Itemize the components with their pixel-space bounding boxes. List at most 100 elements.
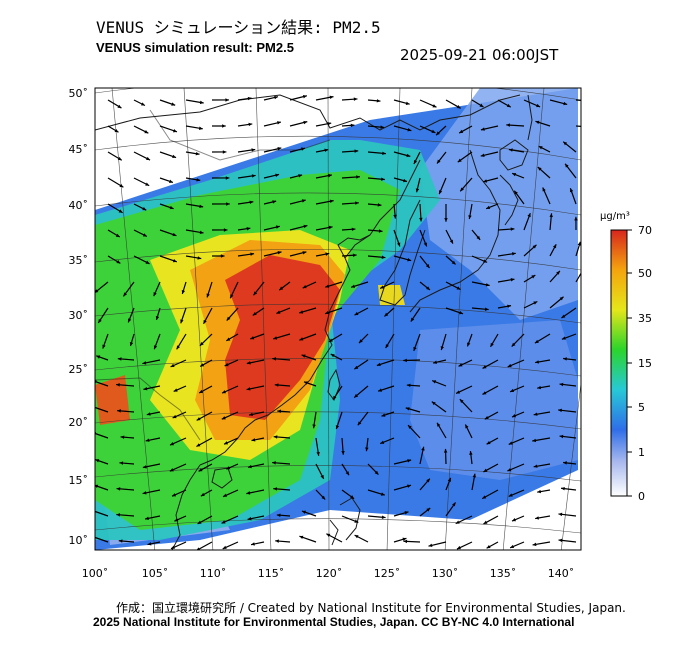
wind-arrowhead — [431, 401, 436, 406]
wind-arrowhead — [119, 183, 124, 188]
latitude-axis: 50˚ 45˚ 40˚ 35˚ 30˚ 25˚ 20˚ 15˚ 10˚ — [69, 87, 89, 547]
wind-arrowhead — [407, 459, 412, 463]
wind-arrowhead — [328, 225, 333, 230]
wind-arrowhead — [405, 407, 410, 411]
wind-arrowhead — [447, 477, 451, 482]
wind-arrowhead — [199, 204, 204, 209]
wind-arrowhead — [426, 508, 431, 512]
wind-arrowhead — [277, 251, 282, 255]
wind-arrowhead — [432, 104, 437, 108]
wind-arrowhead — [437, 422, 441, 427]
wind-arrowhead — [203, 319, 207, 324]
lon-tick-label: 110˚ — [200, 567, 227, 580]
wind-arrowhead — [527, 213, 531, 218]
wind-arrowhead — [421, 446, 425, 451]
wind-vectors — [95, 94, 581, 550]
wind-arrowhead — [506, 103, 511, 108]
forecast-timestamp: 2025-09-21 06:00JST — [400, 46, 559, 64]
wind-arrowhead — [354, 365, 359, 370]
wind-arrowhead — [459, 129, 464, 134]
wind-arrowhead — [402, 537, 407, 541]
wind-arrowhead — [451, 260, 456, 265]
colorbar-label: 0 — [638, 490, 645, 503]
wind-arrowhead — [380, 125, 385, 129]
wind-arrowhead — [123, 292, 127, 297]
wind-arrowhead — [302, 284, 307, 289]
wind-arrowhead — [532, 244, 537, 249]
wind-arrowhead — [325, 310, 330, 315]
wind-arrowhead — [172, 232, 177, 237]
wind-arrowhead — [359, 339, 363, 344]
wind-arrowhead — [222, 124, 226, 128]
wind-arrowhead — [301, 354, 306, 358]
wind-arrowhead — [376, 362, 381, 367]
colorbar-label: 1 — [638, 446, 645, 459]
wind-arrowhead — [253, 291, 258, 296]
wind-arrowhead — [198, 468, 203, 472]
wind-arrowhead — [222, 390, 227, 394]
wind-arrowhead — [426, 478, 430, 483]
wind-arrowhead — [146, 412, 151, 416]
wind-arrowhead — [350, 123, 355, 128]
wind-arrowhead — [250, 252, 255, 256]
wind-arrowhead — [403, 539, 408, 544]
wind-arrowhead — [226, 202, 230, 206]
wind-arrowhead — [508, 493, 513, 497]
wind-arrowhead — [507, 467, 512, 472]
wind-arrowhead — [279, 286, 284, 291]
wind-arrowhead — [490, 342, 494, 347]
wind-arrowhead — [142, 206, 147, 211]
wind-arrowhead — [382, 151, 386, 156]
wind-arrowhead — [145, 182, 150, 186]
wind-arrowhead — [251, 174, 256, 178]
wind-arrowhead — [561, 314, 566, 319]
wind-arrowhead — [510, 388, 515, 393]
wind-arrowhead — [537, 167, 542, 171]
wind-arrowhead — [559, 434, 564, 439]
colorbar-labels: 70 50 35 15 5 1 0 — [638, 224, 652, 503]
wind-arrowhead — [558, 512, 563, 517]
wind-arrowhead — [206, 293, 210, 298]
pm-spot-korea — [378, 285, 405, 305]
wind-arrowhead — [455, 520, 460, 524]
wind-arrowhead — [171, 102, 176, 106]
wind-arrowhead — [328, 338, 333, 342]
wind-arrowhead — [223, 493, 228, 497]
wind-arrowhead — [549, 213, 553, 218]
wind-arrowhead — [117, 409, 121, 413]
wind-arrowhead — [378, 388, 383, 392]
copyright-line: 2025 National Institute for Environmenta… — [93, 615, 575, 629]
lat-tick-label: 40˚ — [69, 199, 89, 212]
wind-arrowhead — [230, 294, 234, 299]
wind-arrowhead — [354, 393, 359, 398]
wind-arrowhead — [563, 357, 567, 361]
wind-arrowhead — [172, 414, 177, 419]
wind-arrowhead — [413, 346, 417, 351]
wind-arrowhead — [563, 461, 567, 465]
wind-arrowhead — [222, 150, 227, 154]
wind-arrow — [95, 432, 109, 439]
wind-arrowhead — [117, 156, 122, 161]
wind-arrowhead — [511, 342, 516, 347]
wind-arrowhead — [180, 319, 184, 324]
wind-arrowhead — [480, 153, 485, 157]
wind-arrowhead — [577, 241, 581, 246]
wind-arrowhead — [142, 233, 147, 237]
wind-arrowhead — [302, 251, 307, 255]
lat-tick-label: 35˚ — [69, 254, 89, 267]
wind-arrowhead — [247, 96, 252, 101]
wind-arrowhead — [350, 495, 355, 499]
wind-arrowhead — [142, 361, 147, 365]
wind-arrowhead — [155, 316, 160, 320]
wind-arrowhead — [506, 123, 510, 127]
wind-arrowhead — [437, 159, 441, 164]
wind-arrowhead — [249, 412, 253, 417]
wind-arrowhead — [223, 228, 228, 232]
wind-arrowhead — [120, 435, 125, 439]
wind-arrowhead — [146, 156, 151, 161]
wind-arrowhead — [354, 535, 359, 539]
wind-arrowhead — [552, 244, 557, 249]
wind-arrowhead — [128, 318, 132, 323]
wind-arrowhead — [467, 342, 471, 347]
wind-arrowhead — [511, 252, 516, 256]
